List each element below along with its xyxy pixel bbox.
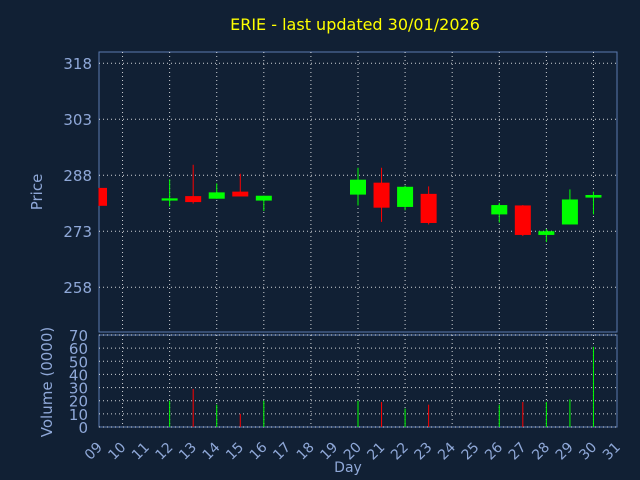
chart-title: ERIE - last updated 30/01/2026	[230, 15, 480, 34]
volume-y-tick-label: 40	[69, 366, 88, 384]
volume-y-tick-label: 60	[69, 340, 88, 358]
candle-body	[420, 193, 437, 223]
volume-y-tick-label: 30	[69, 380, 88, 398]
volume-y-tick-label: 20	[69, 393, 88, 411]
candle-body	[585, 194, 602, 198]
candle-body	[491, 205, 508, 215]
candle-body	[185, 196, 202, 203]
volume-bars	[169, 346, 594, 427]
price-y-tick-label: 273	[63, 223, 92, 241]
volume-axis-label: Volume (0000)	[38, 327, 56, 437]
price-y-tick-label: 318	[63, 55, 92, 73]
volume-y-tick-label: 0	[78, 419, 88, 437]
candle-body	[397, 186, 414, 207]
price-y-tick-label: 303	[63, 111, 92, 129]
volume-y-tick-label: 70	[69, 327, 88, 345]
x-tick-labels: 09 10 11 12 13 14 15 16 17 18 19 20 21 22 23 24 25 26 27 28…	[82, 439, 624, 463]
candle-body	[208, 192, 225, 199]
price-candles	[98, 164, 602, 243]
candle-body	[514, 205, 531, 235]
candle-body	[350, 179, 366, 195]
candle-body	[99, 187, 107, 206]
price-panel: 258 273 288 303 318 Price	[28, 51, 618, 333]
volume-y-tick-label: 10	[69, 406, 88, 424]
candle-body	[161, 198, 178, 201]
x-axis-label: Day	[334, 460, 362, 476]
price-axis-label: Price	[28, 174, 46, 211]
candle-body	[561, 199, 578, 225]
candle-body	[373, 182, 390, 208]
price-y-tick-label: 288	[63, 167, 92, 185]
candle-body	[255, 195, 272, 201]
price-y-tick-label: 258	[63, 279, 92, 297]
candle-body	[538, 231, 555, 235]
candle-body	[232, 191, 249, 197]
volume-y-tick-label: 50	[69, 353, 88, 371]
price-y-tick-labels: 258 273 288 303 318	[63, 55, 92, 297]
